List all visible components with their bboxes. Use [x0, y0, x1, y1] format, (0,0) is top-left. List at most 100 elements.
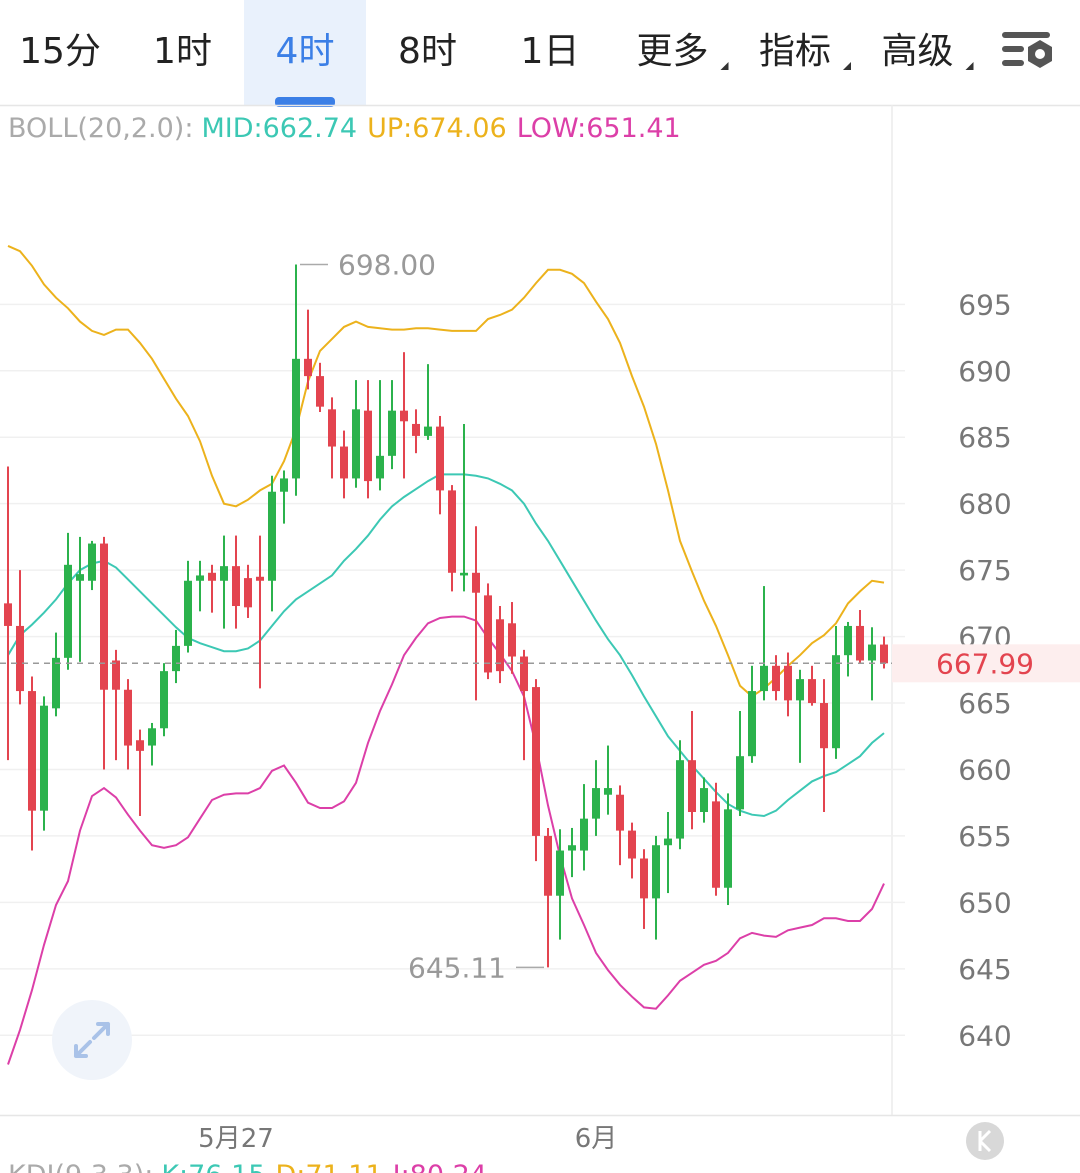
- k-bg: [966, 1122, 1004, 1160]
- dropdown-caret: [720, 62, 729, 70]
- k-glyph: [978, 1129, 992, 1153]
- candle-body: [52, 657, 60, 709]
- legend-item: LOW:651.41: [517, 113, 681, 144]
- candle-body: [232, 566, 240, 607]
- tab[interactable]: 1时: [153, 31, 212, 72]
- expand-bg: [52, 1000, 132, 1080]
- overlay: 6406456506556606656706756806856906955月27…: [0, 113, 1080, 1173]
- candle-body: [616, 794, 624, 831]
- candle-body: [328, 409, 336, 447]
- legend-prefix: BOLL(20,2.0):: [8, 113, 193, 144]
- y-tick-label: 685: [958, 421, 1011, 454]
- legend-item: UP:674.06: [367, 113, 507, 144]
- candle-body: [4, 603, 12, 626]
- candle-body: [604, 788, 612, 795]
- icon-hole: [1035, 49, 1045, 59]
- candle-body: [796, 679, 804, 701]
- y-tick-label: 655: [958, 820, 1011, 853]
- plot-area: [4, 244, 888, 1065]
- candle-body: [220, 566, 228, 581]
- icon-bar: [1002, 46, 1024, 52]
- tab-indicator: [275, 97, 335, 107]
- settings-icon[interactable]: [1002, 32, 1052, 68]
- candle-body: [640, 858, 648, 899]
- candle-body: [544, 835, 552, 896]
- tab-bar: 15分 1时 4时 8时 1日 更多 指标 高级: [19, 0, 974, 107]
- candle-body: [568, 845, 576, 851]
- legend-item: D:71.11: [275, 1160, 382, 1173]
- candle-body: [124, 689, 132, 746]
- y-tick-label: 645: [958, 953, 1011, 986]
- candle-body: [400, 410, 408, 422]
- tab[interactable]: 4时: [276, 31, 335, 72]
- last-price-bg: [892, 644, 1080, 683]
- candle-body: [184, 580, 192, 646]
- candle-body: [772, 665, 780, 692]
- candle-body: [112, 660, 120, 690]
- candle-body: [436, 426, 444, 491]
- candle-body: [844, 625, 852, 656]
- candle-body: [160, 671, 168, 729]
- k-button[interactable]: [966, 1122, 1004, 1160]
- candle-body: [520, 656, 528, 692]
- candle-body: [700, 788, 708, 812]
- candle-body: [196, 575, 204, 581]
- candle-body: [448, 490, 456, 573]
- x-tick-label: 6月: [575, 1124, 618, 1154]
- candle-body: [676, 760, 684, 839]
- candle-body: [40, 705, 48, 811]
- candle-body: [496, 619, 504, 672]
- expand-button[interactable]: [52, 1000, 132, 1080]
- candle-body: [664, 838, 672, 846]
- candle-body: [856, 625, 864, 661]
- candle-body: [292, 358, 300, 479]
- candle-body: [808, 679, 816, 704]
- last-price-label: 667.99: [936, 647, 1034, 680]
- candle-body: [244, 578, 252, 608]
- candle-body: [784, 665, 792, 701]
- y-tick-label: 690: [958, 355, 1011, 388]
- candle-body: [28, 691, 36, 811]
- candle-body: [100, 543, 108, 690]
- candle-body: [388, 410, 396, 456]
- candle-body: [172, 645, 180, 672]
- y-tick-label: 680: [958, 488, 1011, 521]
- tab[interactable]: 指标: [759, 31, 831, 72]
- candle-body: [532, 687, 540, 836]
- candle-body: [88, 543, 96, 581]
- max-label: 698.00: [338, 248, 436, 281]
- y-tick-label: 660: [958, 753, 1011, 786]
- candle-body: [760, 665, 768, 692]
- candle-body: [556, 850, 564, 896]
- tab[interactable]: 更多: [636, 31, 708, 72]
- x-tick-label: 5月27: [198, 1124, 274, 1154]
- candle-body: [592, 788, 600, 819]
- y-tick-label: 640: [958, 1019, 1011, 1052]
- min-label: 645.11: [408, 951, 506, 984]
- band-line: [7, 244, 885, 698]
- icon-bar: [1002, 32, 1050, 38]
- candle-body: [268, 491, 276, 581]
- grid: [0, 303, 905, 1037]
- tab[interactable]: 8时: [398, 31, 457, 72]
- band-line: [7, 473, 885, 818]
- y-tick-label: 665: [958, 687, 1011, 720]
- candle-body: [148, 728, 156, 746]
- candle-body: [820, 703, 828, 749]
- candle-body: [508, 623, 516, 657]
- tab[interactable]: 1日: [521, 31, 580, 72]
- candle-body: [472, 572, 480, 593]
- candle-body: [64, 564, 72, 658]
- legend-item: MID:662.74: [201, 113, 357, 144]
- dropdown-caret: [843, 62, 851, 70]
- candle-body: [652, 845, 660, 899]
- tab[interactable]: 高级: [881, 31, 953, 72]
- candle-body: [736, 756, 744, 810]
- tab[interactable]: 15分: [19, 31, 101, 72]
- legend-prefix: KDJ(9,3,3):: [8, 1160, 153, 1173]
- candle-body: [412, 423, 420, 436]
- candle-body: [280, 478, 288, 492]
- candle-body: [832, 655, 840, 749]
